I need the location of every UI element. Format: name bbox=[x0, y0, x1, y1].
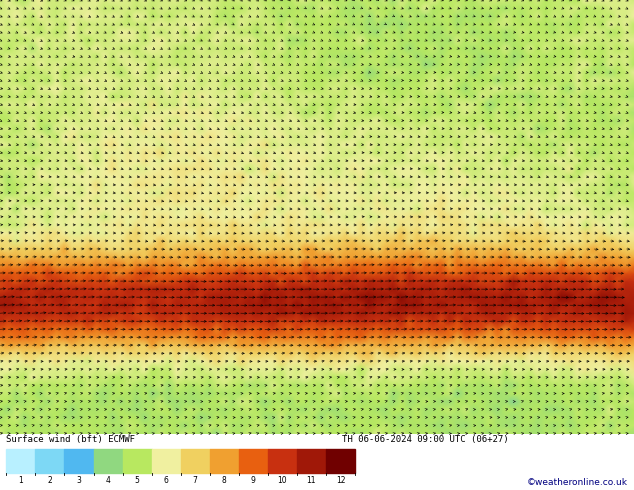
Text: 3: 3 bbox=[77, 476, 81, 485]
Bar bbox=[152, 449, 181, 473]
Bar bbox=[36, 449, 65, 473]
Text: 1: 1 bbox=[18, 476, 23, 485]
Text: TH 06-06-2024 09:00 UTC (06+27): TH 06-06-2024 09:00 UTC (06+27) bbox=[342, 435, 509, 444]
Bar bbox=[94, 449, 122, 473]
Text: 5: 5 bbox=[134, 476, 139, 485]
Text: ©weatheronline.co.uk: ©weatheronline.co.uk bbox=[527, 478, 628, 487]
Text: 6: 6 bbox=[164, 476, 169, 485]
Bar bbox=[6, 449, 36, 473]
Text: Surface wind (bft) ECMWF: Surface wind (bft) ECMWF bbox=[6, 435, 135, 444]
Text: 4: 4 bbox=[106, 476, 110, 485]
Bar bbox=[239, 449, 268, 473]
Bar bbox=[297, 449, 326, 473]
Text: 10: 10 bbox=[278, 476, 287, 485]
Bar bbox=[210, 449, 239, 473]
Text: 8: 8 bbox=[222, 476, 226, 485]
Bar bbox=[326, 449, 355, 473]
Text: 7: 7 bbox=[193, 476, 198, 485]
Bar bbox=[122, 449, 152, 473]
Bar bbox=[65, 449, 94, 473]
Text: 11: 11 bbox=[307, 476, 316, 485]
Text: 12: 12 bbox=[336, 476, 346, 485]
Bar bbox=[181, 449, 210, 473]
Text: 2: 2 bbox=[48, 476, 52, 485]
Text: 9: 9 bbox=[251, 476, 256, 485]
Bar bbox=[268, 449, 297, 473]
